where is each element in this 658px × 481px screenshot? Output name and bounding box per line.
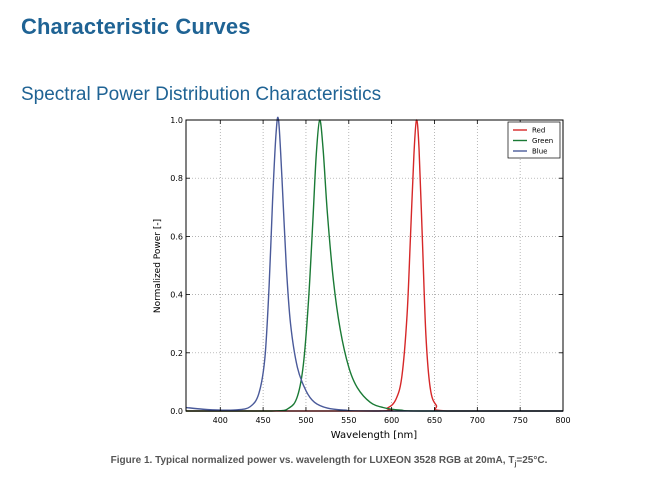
- x-axis-label: Wavelength [nm]: [331, 430, 417, 441]
- plot-background: [186, 120, 563, 411]
- x-tick-label: 500: [298, 416, 313, 425]
- chart-grid: [186, 120, 563, 411]
- series-line-blue: [185, 116, 563, 412]
- y-tick-label: 0.6: [170, 232, 183, 241]
- caption-text: Figure 1. Typical normalized power vs. w…: [110, 455, 515, 466]
- figure-caption: Figure 1. Typical normalized power vs. w…: [0, 455, 658, 468]
- y-tick-label: 0.0: [170, 407, 183, 416]
- x-tick-label: 450: [255, 416, 270, 425]
- legend-label-blue: Blue: [532, 148, 548, 156]
- caption-text-end: =25°C.: [516, 455, 548, 466]
- y-tick-label: 0.8: [170, 174, 183, 183]
- section-heading: Spectral Power Distribution Characterist…: [21, 84, 382, 105]
- x-tick-label: 650: [427, 416, 442, 425]
- chart-ticks: 400 450 500 550 600 650 700 750 800 0.0 0.2 0.4 0.6 0…: [170, 116, 570, 425]
- y-tick-label: 0.4: [170, 291, 183, 300]
- legend-label-green: Green: [532, 137, 553, 145]
- x-tick-label: 550: [341, 416, 356, 425]
- caption-subscript: j: [514, 461, 517, 468]
- y-tick-label: 1.0: [170, 116, 183, 125]
- x-tick-label: 600: [384, 416, 399, 425]
- legend-label-red: Red: [532, 127, 545, 135]
- y-tick-label: 0.2: [170, 349, 183, 358]
- y-axis-label: Normalized Power [-]: [153, 219, 163, 313]
- x-tick-label: 750: [513, 416, 528, 425]
- x-tick-label: 700: [470, 416, 485, 425]
- plot-frame: [185, 119, 564, 412]
- spectral-chart: 400 450 500 550 600 650 700 750 800 0.0 0.2 0.4 0.6 0…: [153, 116, 571, 441]
- series-line-red: [185, 119, 563, 412]
- legend: Red Green Blue: [507, 121, 561, 159]
- x-tick-label: 400: [213, 416, 228, 425]
- x-tick-label: 800: [555, 416, 570, 425]
- series-line-green: [185, 119, 563, 412]
- page-heading: Characteristic Curves: [21, 14, 251, 39]
- chart-series: [185, 116, 563, 412]
